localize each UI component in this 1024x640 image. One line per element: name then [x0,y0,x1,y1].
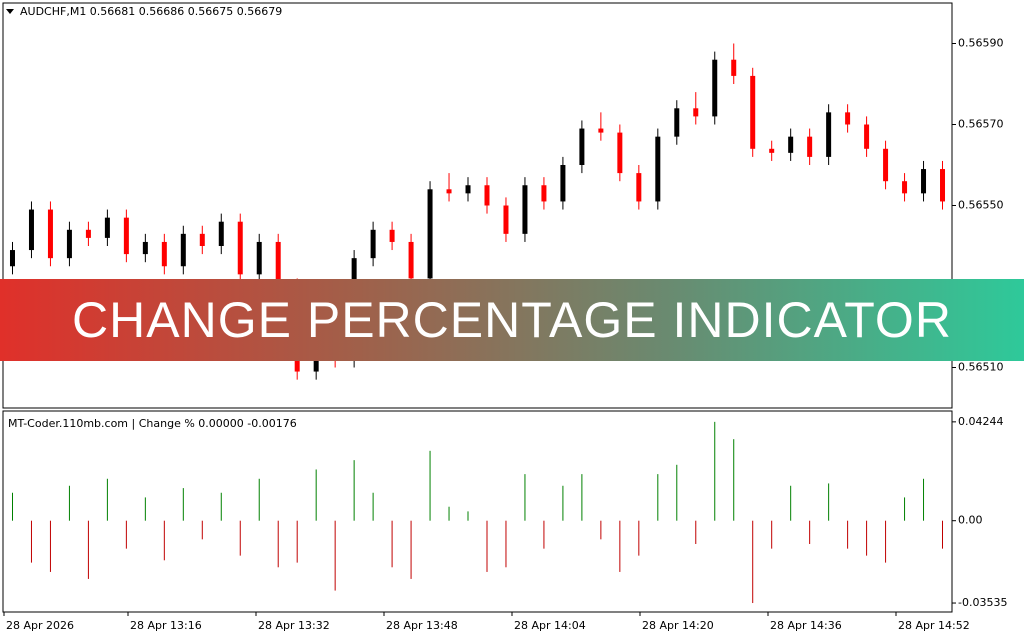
candle-body [47,209,53,259]
candle-body [579,128,585,165]
candle-body [9,250,15,267]
indicator-header: MT-Coder.110mb.com | Change % 0.00000 -0… [8,417,297,430]
banner-title: CHANGE PERCENTAGE INDICATOR [72,292,952,348]
x-tick-label: 28 Apr 14:36 [770,619,842,632]
candle-body [845,112,851,125]
candle-body [788,136,794,153]
candle-body [940,169,946,202]
y-tick-label: 0.56570 [958,118,1004,131]
x-tick-label: 28 Apr 2026 [6,619,74,632]
candle-body [66,229,72,259]
banner: CHANGE PERCENTAGE INDICATOR [0,279,1024,361]
candle-body [484,185,490,206]
symbol-header: AUDCHF,M1 0.56681 0.56686 0.56675 0.5667… [20,5,282,18]
x-tick-label: 28 Apr 14:04 [514,619,586,632]
y-tick-label: 0.04244 [958,415,1004,428]
candle-body [541,185,547,202]
x-tick-label: 28 Apr 13:48 [386,619,458,632]
candle-body [142,241,148,255]
candle-body [104,217,110,238]
candle-body [85,229,91,238]
indicator-pane-border [2,410,953,613]
candle-body [560,165,566,202]
candle-body [389,229,395,242]
candle-body [826,112,832,157]
x-tick-label: 28 Apr 13:16 [130,619,202,632]
x-tick-label: 28 Apr 14:20 [642,619,714,632]
candle-body [427,189,433,279]
candle-body [769,148,775,153]
candle-body [921,169,927,194]
candle-body [408,241,414,279]
candle-body [522,185,528,234]
candle-body [199,233,205,246]
y-tick-label: 0.56550 [958,199,1004,212]
candle-body [883,148,889,182]
candle-body [161,241,167,267]
candle-body [218,221,224,246]
y-tick-label: -0.03535 [958,596,1007,609]
candle-body [617,132,623,174]
dropdown-icon[interactable] [6,9,14,14]
candle-body [503,205,509,234]
candle-body [370,229,376,259]
candle-body [693,108,699,117]
candle-body [465,185,471,194]
x-tick-label: 28 Apr 14:52 [898,619,970,632]
candle-body [446,189,452,194]
y-tick-label: 0.00 [958,514,983,527]
candle-body [636,173,642,202]
candle-body [123,217,129,255]
x-tick-label: 28 Apr 13:32 [258,619,330,632]
candle-body [237,221,243,275]
candle-body [28,209,34,251]
candle-body [864,124,870,149]
candle-body [275,241,281,287]
candle-body [256,241,262,275]
candle-body [674,108,680,137]
candle-body [807,136,813,157]
candle-body [731,59,737,76]
y-tick-label: 0.56590 [958,37,1004,50]
candle-body [655,136,661,202]
candle-body [598,128,604,133]
candle-body [712,59,718,117]
candle-body [180,233,186,267]
y-tick-label: 0.56510 [958,361,1004,374]
candle-body [902,181,908,194]
candle-body [750,75,756,149]
